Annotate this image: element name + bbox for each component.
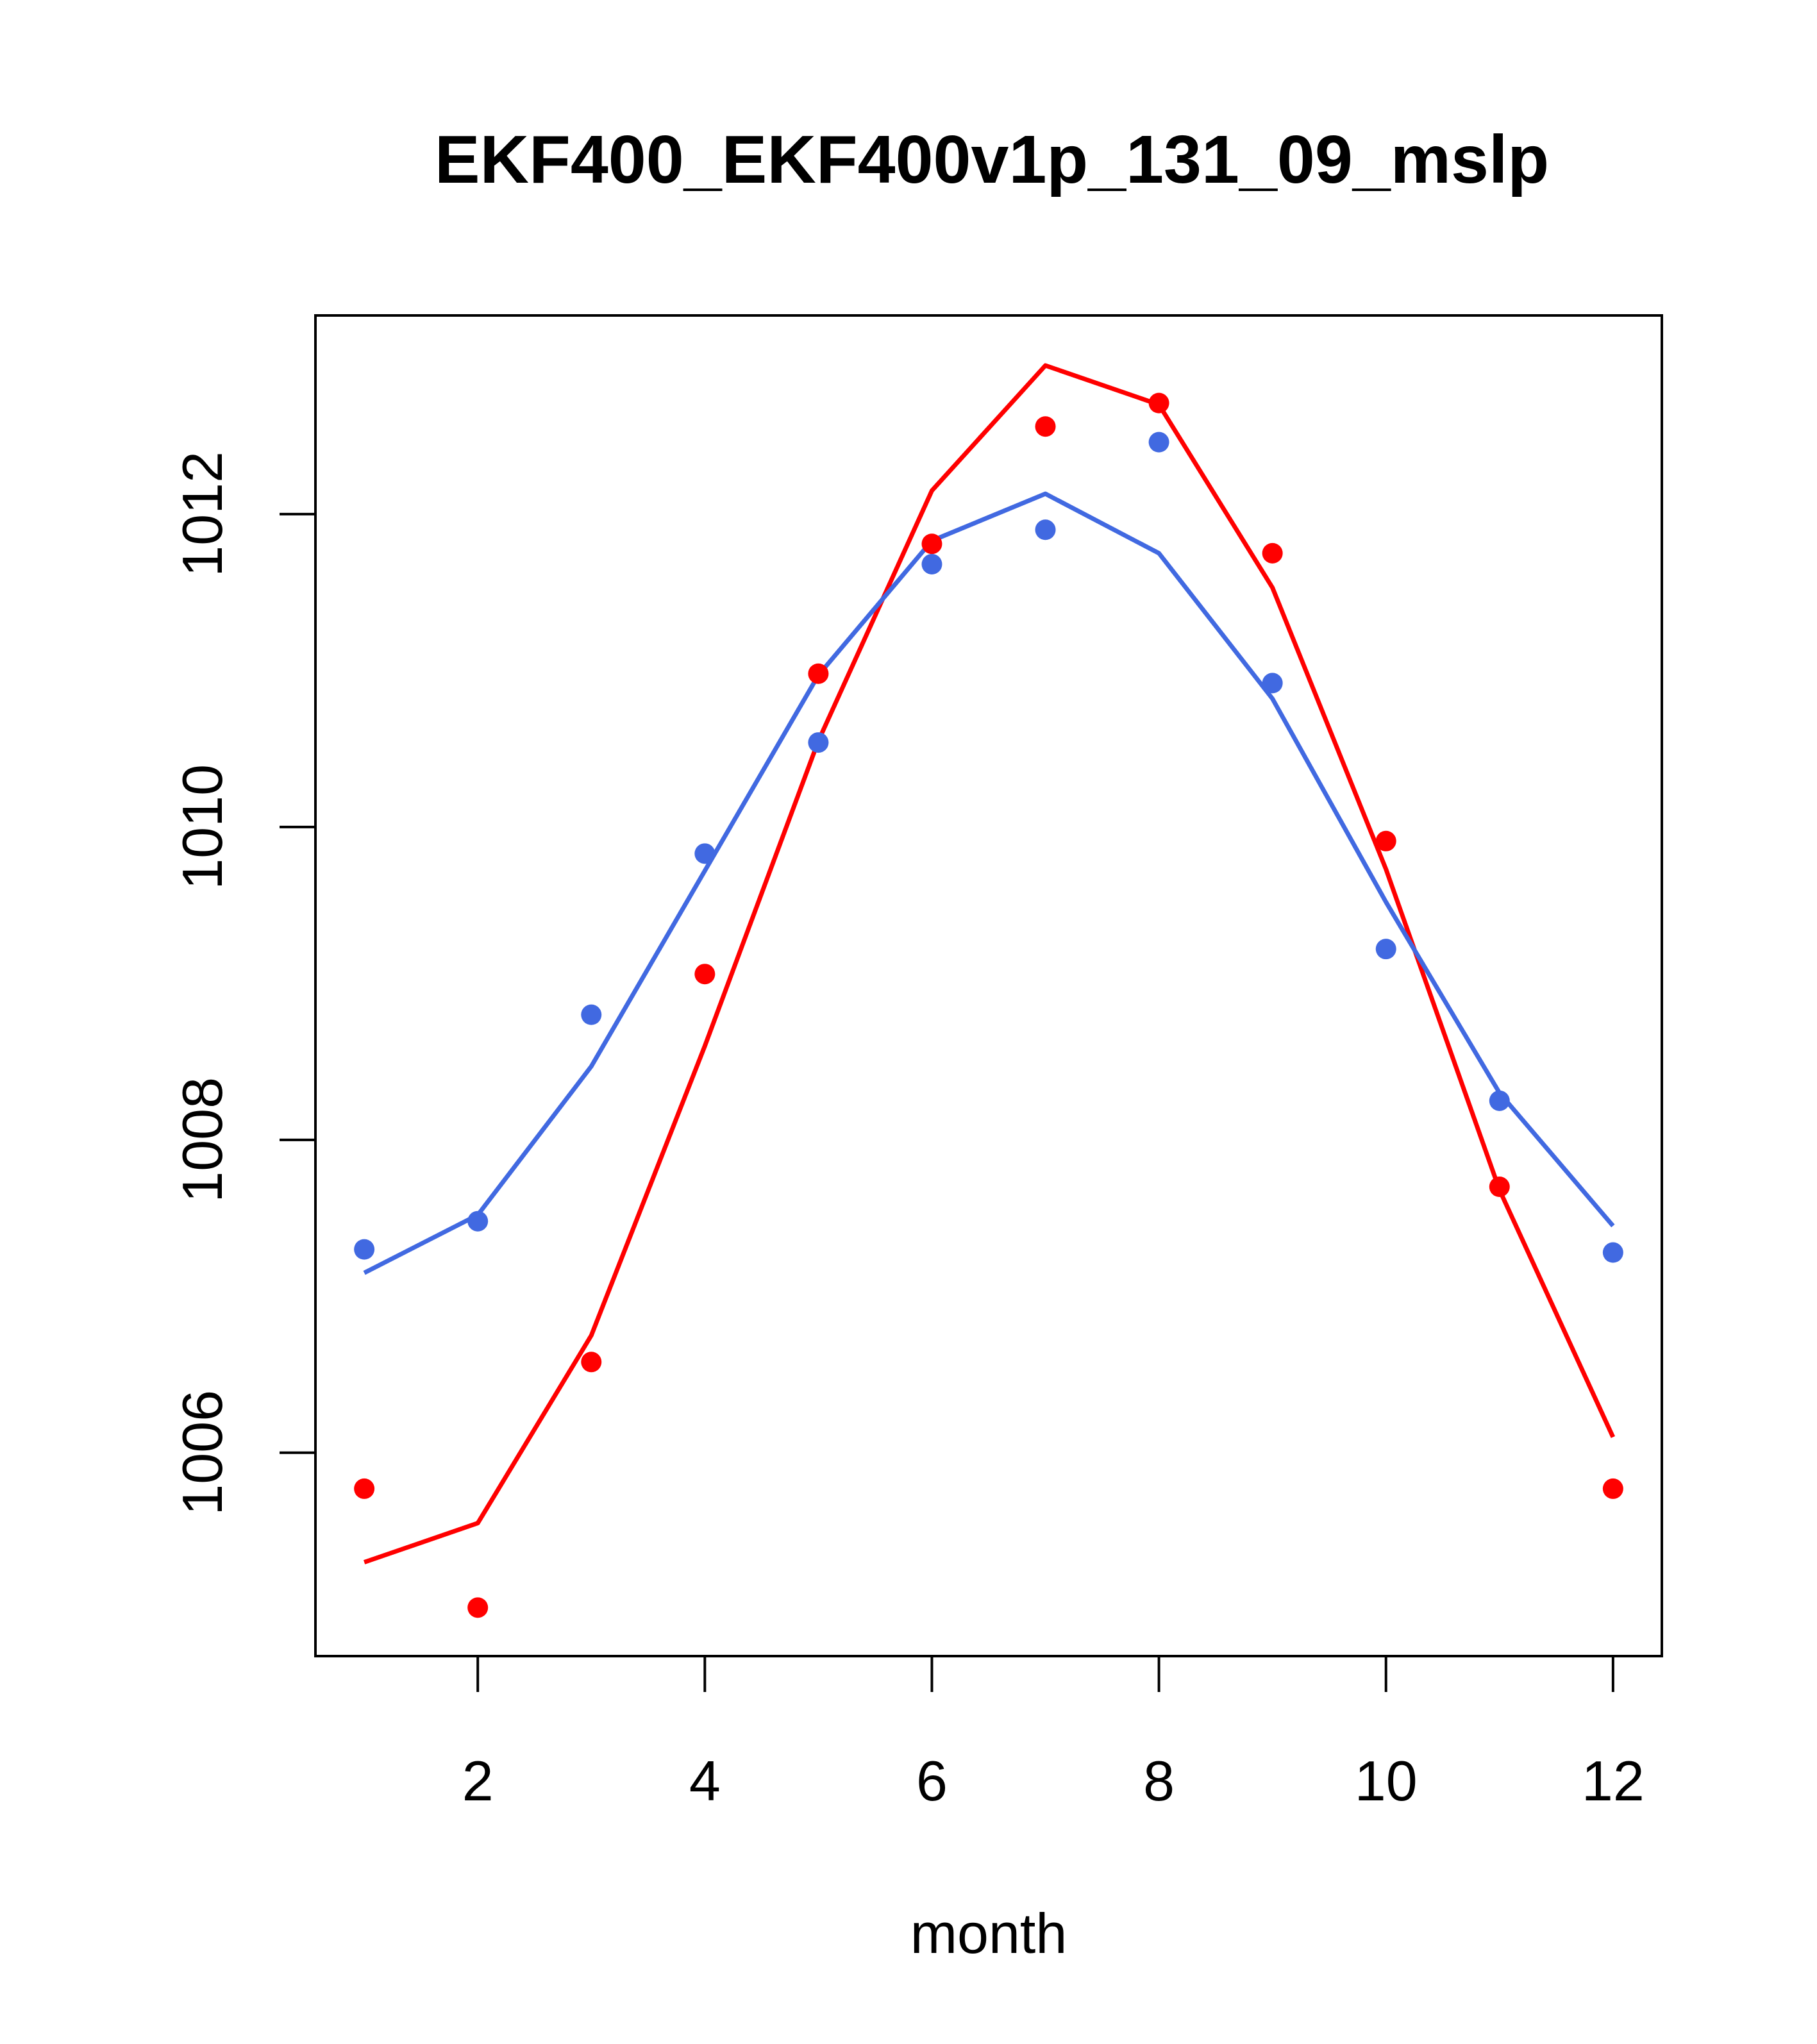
blue-series-point <box>581 1004 602 1025</box>
chart-title: EKF400_EKF400v1p_131_09_mslp <box>435 122 1549 197</box>
x-tick-label: 10 <box>1355 1749 1418 1813</box>
red-series-point <box>1148 392 1169 414</box>
x-tick-label: 8 <box>1143 1749 1175 1813</box>
x-tick-label: 2 <box>462 1749 494 1813</box>
red-series-point <box>1489 1177 1510 1198</box>
blue-series-point <box>1148 431 1169 453</box>
red-series-point <box>921 533 942 555</box>
blue-series-point <box>921 553 942 574</box>
red-series-point <box>581 1352 602 1373</box>
blue-series-point <box>1262 673 1283 694</box>
red-series-point <box>1262 542 1283 564</box>
blue-series-point <box>808 732 829 753</box>
x-tick-label: 4 <box>689 1749 721 1813</box>
red-series-point <box>1602 1478 1623 1499</box>
x-tick-label: 6 <box>916 1749 948 1813</box>
series-layer <box>354 363 1623 1618</box>
red-series-point <box>808 663 829 684</box>
blue-series-point <box>1375 939 1396 960</box>
x-axis: 2 4 6 8 10 12 <box>462 1655 1645 1813</box>
blue-series-point <box>1602 1242 1623 1263</box>
blue-series-point <box>1035 519 1056 540</box>
red-series-point <box>694 964 716 985</box>
blue-series-point <box>467 1210 489 1232</box>
blue-series-point <box>694 843 716 864</box>
red-series-point <box>1375 830 1396 851</box>
blue-series-point <box>354 1239 375 1260</box>
x-axis-title: month <box>910 1902 1068 1965</box>
y-axis: 1006 1008 1010 1012 <box>171 451 317 1516</box>
red-series-point <box>1035 416 1056 437</box>
x-tick-label: 12 <box>1582 1749 1645 1813</box>
blue-series-point <box>1489 1090 1510 1111</box>
red-series-point <box>467 1597 489 1618</box>
red-series-point <box>354 1478 375 1499</box>
y-tick-label: 1006 <box>171 1390 234 1516</box>
y-tick-label: 1010 <box>171 764 234 890</box>
y-tick-label: 1012 <box>171 451 234 577</box>
blue-series-line <box>363 491 1615 1275</box>
y-tick-label: 1008 <box>171 1077 234 1203</box>
red-series-line <box>363 363 1616 1564</box>
